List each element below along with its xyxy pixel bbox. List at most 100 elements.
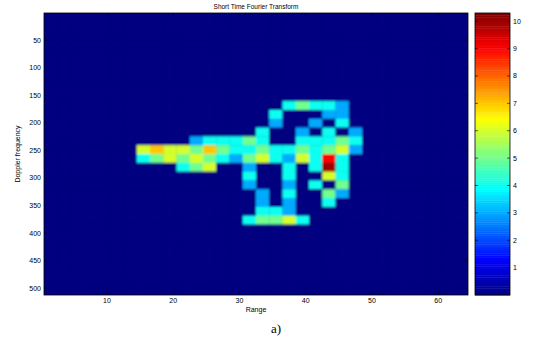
cell — [322, 277, 336, 286]
cell — [336, 198, 350, 207]
y-tick-label: 100 — [29, 64, 41, 71]
cell — [322, 48, 336, 57]
colorbar-tick-label: 6 — [513, 127, 517, 134]
cell — [269, 277, 283, 286]
cell — [137, 39, 151, 48]
cell — [309, 286, 323, 295]
cell — [71, 225, 85, 234]
cell — [442, 277, 456, 286]
cell — [71, 128, 85, 137]
cell — [309, 128, 323, 137]
cell — [296, 101, 310, 110]
cell — [110, 39, 124, 48]
cell — [110, 207, 124, 216]
cell — [71, 242, 85, 251]
cell — [97, 48, 111, 57]
cell — [336, 110, 350, 119]
cell — [402, 84, 416, 93]
cell — [389, 172, 403, 181]
cell — [57, 128, 71, 137]
cell — [455, 92, 468, 101]
cell — [190, 110, 204, 119]
cell — [150, 48, 164, 57]
cell — [190, 207, 204, 216]
cell — [44, 39, 58, 48]
cell — [203, 216, 217, 225]
cell — [389, 145, 403, 154]
cell — [44, 198, 58, 207]
cell — [349, 172, 363, 181]
cell — [349, 198, 363, 207]
cell — [150, 189, 164, 198]
cell — [389, 180, 403, 189]
cell — [150, 13, 164, 22]
cell — [375, 277, 389, 286]
cell — [375, 207, 389, 216]
cell — [283, 31, 297, 40]
cell — [415, 207, 429, 216]
cell — [124, 57, 138, 66]
cell — [389, 163, 403, 172]
cell — [296, 269, 310, 278]
cell — [402, 13, 416, 22]
cell — [349, 119, 363, 128]
x-tick-top — [438, 13, 439, 16]
cell — [428, 251, 442, 260]
colorbar-tick-left — [475, 212, 478, 213]
cell — [269, 57, 283, 66]
cell — [230, 13, 244, 22]
cell — [137, 286, 151, 295]
cell — [389, 233, 403, 242]
cell — [455, 75, 468, 84]
plot-background — [44, 13, 468, 295]
cell — [336, 163, 350, 172]
cell — [336, 251, 350, 260]
cell — [190, 233, 204, 242]
cell — [256, 92, 270, 101]
cell — [349, 31, 363, 40]
cell — [389, 13, 403, 22]
cell — [349, 136, 363, 145]
cell — [190, 92, 204, 101]
cell — [230, 216, 244, 225]
cell — [362, 75, 376, 84]
cell — [71, 110, 85, 119]
cell — [203, 251, 217, 260]
cell — [322, 110, 336, 119]
cell — [322, 233, 336, 242]
cell — [389, 22, 403, 31]
cell — [44, 277, 58, 286]
cell — [57, 22, 71, 31]
cell — [256, 207, 270, 216]
cell — [402, 154, 416, 163]
cell — [230, 119, 244, 128]
cell — [177, 84, 191, 93]
cell — [57, 251, 71, 260]
cell — [455, 251, 468, 260]
cell — [110, 119, 124, 128]
cell — [150, 180, 164, 189]
cell — [256, 66, 270, 75]
cell — [256, 75, 270, 84]
cell — [336, 216, 350, 225]
cell — [402, 189, 416, 198]
y-tick-right — [465, 95, 468, 96]
cell — [137, 31, 151, 40]
y-tick-label: 150 — [29, 92, 41, 99]
cell — [375, 92, 389, 101]
cell — [349, 163, 363, 172]
cell — [84, 198, 98, 207]
cell — [177, 57, 191, 66]
y-tick — [44, 95, 47, 96]
cell — [428, 216, 442, 225]
cell — [336, 39, 350, 48]
cell — [375, 39, 389, 48]
cell — [137, 260, 151, 269]
cell — [230, 260, 244, 269]
cell — [389, 269, 403, 278]
cell — [71, 31, 85, 40]
cell — [349, 101, 363, 110]
cell — [362, 22, 376, 31]
cell — [296, 225, 310, 234]
cell — [349, 154, 363, 163]
